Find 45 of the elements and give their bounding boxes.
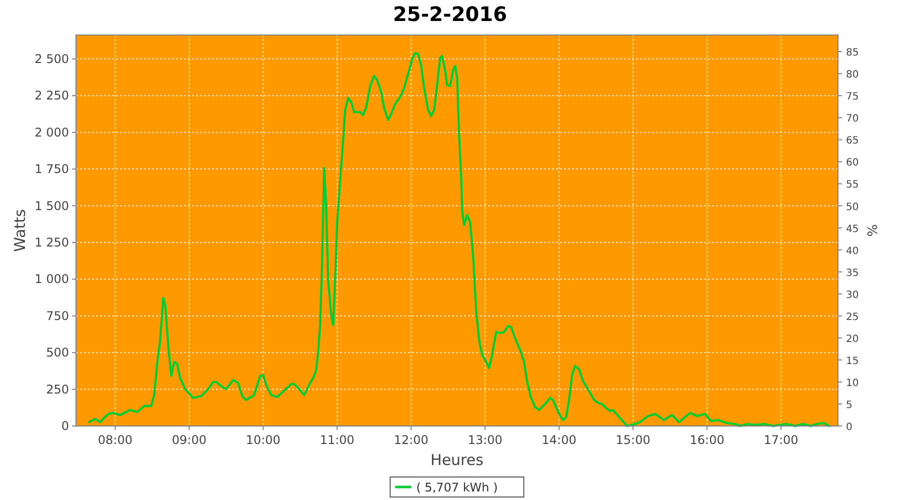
y2-tick-label: 10: [846, 378, 859, 389]
y2-tick-label: 45: [846, 224, 859, 235]
y-tick-label: 0: [61, 419, 69, 433]
y2-tick-label: 15: [846, 356, 859, 367]
y2-tick-label: 30: [846, 290, 859, 301]
x-tick-label: 08:00: [98, 433, 133, 447]
x-tick-label: 11:00: [320, 433, 354, 447]
y2-tick-label: 20: [846, 334, 859, 345]
y2-tick-label: 60: [846, 158, 859, 169]
y2-tick-label: 70: [846, 114, 859, 125]
y2-axis-title: %: [866, 224, 881, 237]
x-tick-label: 17:00: [764, 433, 798, 447]
y-tick-label: 2 000: [34, 125, 69, 140]
y2-tick-label: 40: [846, 246, 859, 257]
x-tick-label: 16:00: [690, 433, 724, 447]
y2-tick-label: 0: [846, 422, 852, 433]
x-tick-label: 13:00: [468, 433, 502, 447]
y2-tick-label: 35: [846, 268, 859, 279]
y2-tick-label: 85: [846, 48, 859, 59]
x-axis-title: Heures: [430, 451, 484, 469]
y2-tick-label: 50: [846, 202, 859, 213]
y-tick-label: 250: [46, 382, 69, 396]
y2-tick-label: 55: [846, 180, 859, 191]
y2-tick-label: 65: [846, 136, 859, 147]
x-tick-label: 15:00: [616, 433, 650, 447]
legend-label: ( 5,707 kWh ): [416, 480, 498, 494]
y-tick-label: 1 500: [34, 198, 69, 213]
x-tick-label: 10:00: [246, 433, 280, 447]
y-tick-label: 2 500: [34, 52, 69, 66]
y-tick-label: 500: [46, 346, 69, 360]
y-tick-label: 2 250: [34, 88, 69, 103]
y2-tick-label: 5: [846, 400, 852, 411]
y2-tick-label: 75: [846, 92, 859, 103]
chart-title: 25-2-2016: [392, 2, 508, 26]
x-tick-label: 14:00: [542, 433, 576, 447]
x-tick-label: 09:00: [172, 433, 206, 447]
y2-tick-label: 80: [846, 70, 859, 81]
y2-tick-label: 25: [846, 312, 859, 323]
y-axis-title: Watts: [11, 209, 29, 252]
y-tick-label: 1 000: [34, 272, 69, 286]
y-tick-label: 1 250: [34, 235, 69, 250]
line-series: [88, 52, 830, 428]
y-tick-label: 750: [46, 308, 69, 323]
y-tick-label: 1 750: [34, 162, 69, 176]
x-tick-label: 12:00: [394, 433, 428, 447]
